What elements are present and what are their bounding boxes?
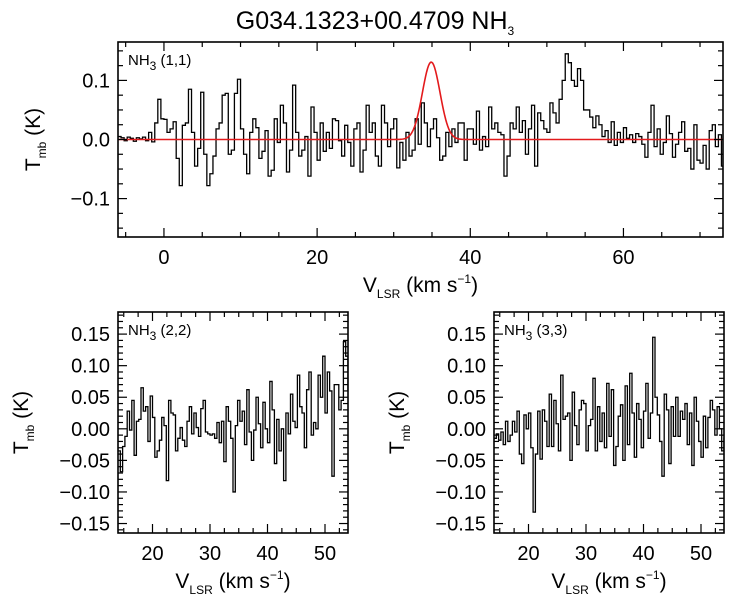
figure-title: G034.1323+00.4709 NH3 [236,7,515,38]
spectrum-panel-nh3-22: 20 30 40 50 −0.15 −0.10 −0.05 0.00 0.05 0.10 0.15 N… [10,311,349,597]
y-tick-label: 0.00 [71,419,110,441]
gaussian-fit-line [118,61,723,141]
y-tick-label: −0.15 [59,514,110,536]
x-tick-label: 20 [517,543,539,565]
x-axis-label: VLSR (km s−1) [551,568,666,597]
panel-label: NH3 (1,1) [128,52,191,73]
y-axis-label: Tmb (K) [10,391,37,454]
x-tick-label: 0 [158,247,169,269]
y-tick-label: −0.05 [59,450,110,472]
y-tick-label: −0.05 [435,450,486,472]
x-tick-label: 20 [141,543,163,565]
y-tick-label: 0.15 [447,324,486,346]
spectrum-panel-nh3-33: 20 30 40 50 −0.15 −0.10 −0.05 0.00 0.05 0.10 0.15 N… [386,311,725,597]
spectrum-line [118,341,348,493]
spectrum-line [118,53,723,187]
x-tick-label: 40 [256,543,278,565]
y-tick-label: 0.15 [71,324,110,346]
x-tick-label: 50 [690,543,712,565]
y-tick-label: 0.05 [447,387,486,409]
x-tick-label: 30 [575,543,597,565]
x-tick-label: 50 [314,543,336,565]
spectrum-line [494,336,724,513]
panel-label: NH3 (3,3) [504,322,567,343]
y-tick-label: 0.0 [82,130,110,152]
y-tick-label: −0.15 [435,514,486,536]
panel-label: NH3 (2,2) [128,322,191,343]
x-tick-label: 20 [306,247,328,269]
x-tick-label: 40 [459,247,481,269]
y-tick-label: 0.10 [71,356,110,378]
y-tick-label: 0.00 [447,419,486,441]
x-axis-label: VLSR (km s−1) [175,568,290,597]
x-tick-label: 40 [632,543,654,565]
y-axis-label: Tmb (K) [22,108,49,171]
y-tick-label: 0.10 [447,356,486,378]
x-tick-label: 30 [199,543,221,565]
y-axis-label: Tmb (K) [386,391,413,454]
y-tick-label: −0.1 [71,189,110,211]
y-tick-label: −0.10 [59,482,110,504]
spectrum-panel-nh3-11: 0 20 40 60 −0.1 0.0 0.1 NH3 (1,1) VLSR (km s−1) T… [22,41,724,301]
x-axis-label: VLSR (km s−1) [363,272,478,301]
y-tick-label: 0.1 [82,70,110,92]
x-tick-label: 60 [612,247,634,269]
y-tick-label: 0.05 [71,387,110,409]
y-tick-label: −0.10 [435,482,486,504]
